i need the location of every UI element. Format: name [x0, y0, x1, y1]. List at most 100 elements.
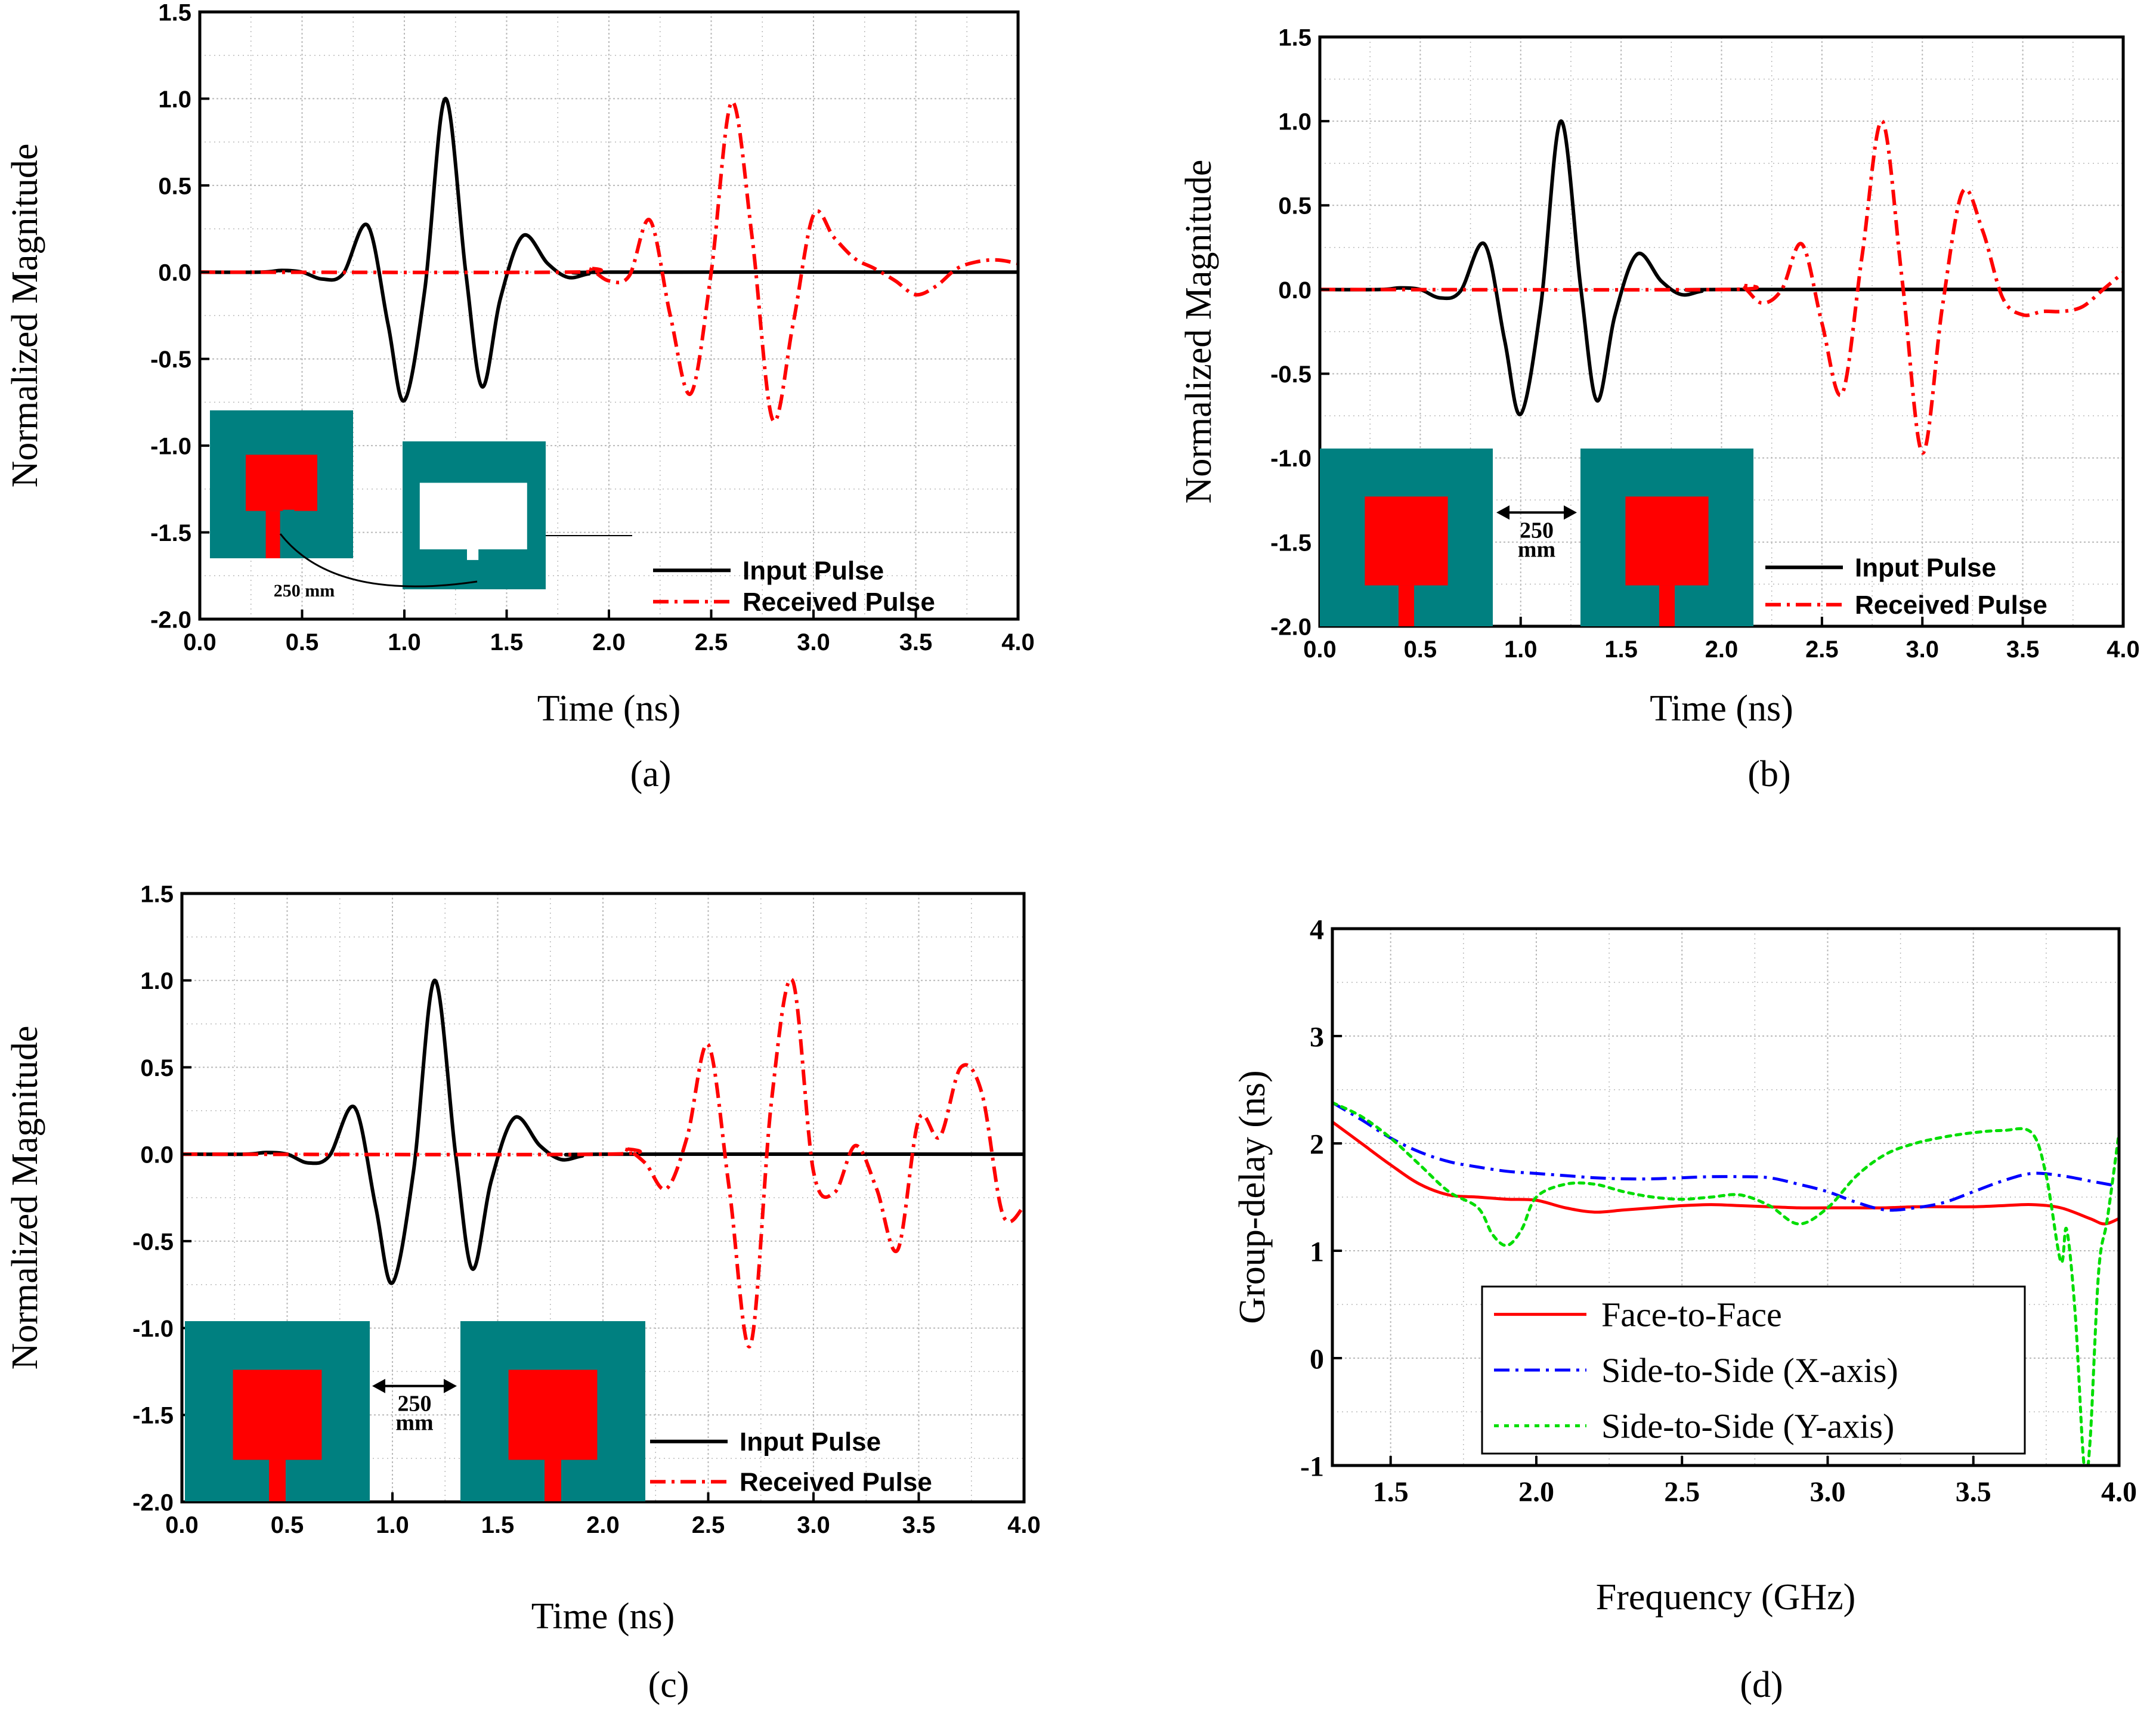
y-tick-label: 1 — [1310, 1236, 1324, 1267]
arrow-head-right — [444, 1378, 457, 1393]
x-tick-label: 2.5 — [692, 1512, 725, 1538]
y-tick-label: 1.0 — [140, 968, 174, 994]
x-tick-label: 3.5 — [2006, 636, 2040, 663]
x-tick-label: 3.0 — [1906, 636, 1939, 663]
series-line-3 — [1332, 1101, 2119, 1465]
legend-label-2: Received Pulse — [1855, 590, 2047, 620]
x-tick-label: 3.5 — [899, 629, 933, 656]
legend-label-2: Received Pulse — [740, 1467, 932, 1497]
rx-antenna-patch — [419, 483, 527, 550]
x-tick-label: 0.5 — [271, 1512, 304, 1538]
y-tick-label: 1.5 — [1278, 24, 1311, 51]
x-tick-label: 4.0 — [1001, 629, 1035, 656]
tx-antenna-patch — [246, 454, 317, 511]
antenna-inset: 250 mm — [185, 1321, 645, 1501]
y-tick-label: 0.5 — [1278, 193, 1311, 219]
x-tick-label: 0.0 — [165, 1512, 199, 1538]
x-tick-label: 0.0 — [183, 629, 216, 656]
panel-b: 0.0 0.5 1.0 1.5 2.0 2.5 3.0 3.5 4.0 -2.0 -1.5 -1.0 -… — [1178, 24, 2140, 794]
panel-a: 0.0 0.5 1.0 1.5 2.0 2.5 3.0 3.5 4.0 -2.0 -1.5 -1.0 -… — [5, 0, 1035, 794]
legend-label-2: Side-to-Side (X-axis) — [1601, 1351, 1898, 1390]
legend: Input Pulse Received Pulse — [650, 1427, 932, 1497]
y-tick-label: -2.0 — [150, 607, 191, 633]
series-line-2 — [200, 100, 1018, 423]
tx-antenna-feed — [265, 511, 280, 558]
distance-label: 250 mm — [1518, 518, 1555, 562]
tx-antenna-patch — [1365, 496, 1448, 586]
legend-label-1: Input Pulse — [740, 1427, 881, 1457]
x-axis-label: Time (ns) — [537, 688, 681, 729]
x-tick-label: 3.0 — [1809, 1476, 1845, 1508]
x-tick-label: 1.0 — [1504, 636, 1538, 663]
x-tick-label: 4.0 — [2101, 1476, 2137, 1508]
series-line-2 — [182, 977, 1024, 1349]
series-line-2 — [1320, 119, 2123, 455]
arrow-head-left — [1496, 505, 1509, 520]
y-tick-label: -1.0 — [132, 1316, 174, 1342]
x-tick-label: 2.0 — [1518, 1476, 1554, 1508]
panel-caption: (b) — [1747, 754, 1790, 794]
antenna-inset: 250 mm — [1320, 449, 1753, 626]
y-tick-label: -0.5 — [150, 347, 191, 373]
tx-antenna-feed — [269, 1460, 286, 1501]
legend-label-1: Input Pulse — [1855, 553, 1996, 582]
antenna-inset: 250 mm — [210, 410, 632, 601]
x-axis-label: Time (ns) — [531, 1596, 675, 1637]
x-axis-label: Frequency (GHz) — [1596, 1577, 1856, 1618]
x-tick-label: 2.5 — [1664, 1476, 1700, 1508]
x-tick-label: 0.0 — [1303, 636, 1337, 663]
tx-antenna-slot — [283, 509, 295, 528]
y-axis-label: Normalized Magnitude — [1178, 160, 1219, 504]
plot-frame — [1331, 927, 2121, 1467]
x-tick-label: 1.5 — [1373, 1476, 1409, 1508]
legend: Input Pulse Received Pulse — [653, 556, 935, 617]
series-group — [200, 97, 1018, 423]
panel-caption: (d) — [1740, 1665, 1783, 1705]
series-line-2 — [1332, 1101, 2119, 1212]
x-tick-label: 4.0 — [1007, 1512, 1041, 1538]
y-tick-label: -1.5 — [150, 520, 191, 546]
y-tick-label: -1.5 — [132, 1403, 174, 1429]
y-axis-label: Normalized Magnitude — [5, 1026, 45, 1370]
y-tick-label: 0.0 — [1278, 277, 1311, 304]
series-line-1 — [200, 97, 1018, 403]
x-tick-label: 1.5 — [481, 1512, 515, 1538]
x-tick-label: 2.0 — [592, 629, 626, 656]
y-tick-label: 4 — [1310, 914, 1324, 945]
rx-antenna-patch — [508, 1369, 598, 1460]
y-tick-label: 2 — [1310, 1128, 1324, 1160]
legend-label-1: Face-to-Face — [1601, 1295, 1782, 1334]
rx-antenna-feed — [1659, 585, 1675, 626]
distance-label: 250 mm — [395, 1392, 433, 1436]
y-tick-label: 0.0 — [140, 1142, 174, 1168]
y-tick-label: 0 — [1310, 1343, 1324, 1375]
x-tick-label: 1.5 — [1604, 636, 1638, 663]
y-tick-label: -0.5 — [1270, 361, 1311, 388]
x-tick-label: 0.5 — [1404, 636, 1437, 663]
x-tick-label: 1.5 — [490, 629, 524, 656]
x-tick-label: 3.5 — [902, 1512, 936, 1538]
panel-d: 1.5 2.0 2.5 3.0 3.5 4.0 -1 0 1 2 3 4 Frequency (GHz)… — [1232, 914, 2137, 1705]
x-tick-label: 2.5 — [695, 629, 728, 656]
series-line-1 — [1320, 119, 2123, 416]
y-tick-label: 1.0 — [1278, 109, 1311, 135]
y-tick-label: -0.5 — [132, 1229, 174, 1255]
legend: Face-to-Face Side-to-Side (X-axis) Side-to… — [1481, 1285, 2026, 1455]
panel-caption: (a) — [630, 754, 672, 794]
tx-antenna-feed — [1398, 585, 1415, 626]
y-tick-label: -1.5 — [1270, 530, 1311, 556]
y-tick-label: -1 — [1300, 1451, 1324, 1482]
y-tick-label: 0.5 — [140, 1055, 174, 1081]
y-tick-label: -1.0 — [1270, 446, 1311, 472]
x-tick-label: 3.0 — [797, 629, 830, 656]
y-tick-label: 0.0 — [158, 260, 191, 286]
legend-label-2: Received Pulse — [743, 588, 935, 617]
series-group — [182, 977, 1024, 1349]
y-axis-label: Group-delay (ns) — [1232, 1070, 1273, 1324]
y-tick-label: 1.5 — [158, 0, 191, 26]
rx-antenna-patch — [1625, 496, 1709, 586]
x-tick-label: 3.0 — [797, 1512, 830, 1538]
x-axis-label: Time (ns) — [1650, 688, 1793, 729]
arrow-head-right — [1564, 505, 1577, 520]
